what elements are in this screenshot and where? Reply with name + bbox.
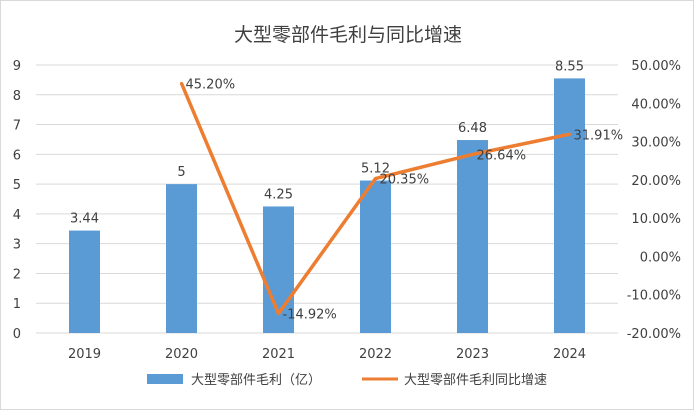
line-data-labels: 45.20% -14.92% 20.35% 26.64% 31.91% [186, 77, 624, 322]
right-tick-label: 10.00% [631, 212, 681, 227]
x-tick-label: 2023 [456, 347, 489, 362]
bar-value-label: 6.48 [458, 121, 487, 136]
x-tick-label: 2019 [68, 347, 101, 362]
right-tick-label: 50.00% [631, 59, 681, 74]
line-point [277, 312, 280, 316]
left-tick-label: 5 [13, 178, 21, 193]
left-axis-ticks: 0 1 2 3 4 5 6 7 8 9 [13, 59, 21, 342]
right-tick-label: 30.00% [631, 136, 681, 151]
bar-value-label: 4.25 [264, 187, 293, 202]
bar-data-labels: 3.44 5 4.25 5.12 6.48 8.55 [70, 59, 584, 226]
bar [166, 184, 197, 333]
left-tick-label: 7 [13, 119, 21, 134]
x-axis-ticks: 2019 2020 2021 2022 2023 2024 [68, 347, 586, 362]
x-tick-label: 2020 [165, 347, 198, 362]
bar-value-label: 3.44 [70, 212, 99, 227]
left-tick-label: 6 [13, 148, 21, 163]
chart-title: 大型零部件毛利与同比增速 [234, 24, 462, 46]
legend-line-label: 大型零部件毛利同比增速 [404, 373, 547, 388]
legend-bar-swatch [147, 374, 183, 384]
right-tick-label: 20.00% [631, 174, 681, 189]
legend-bar-label: 大型零部件毛利（亿） [191, 373, 321, 388]
right-tick-label: 0.00% [640, 250, 681, 265]
gridlines [36, 64, 618, 334]
line-point [180, 81, 183, 85]
left-tick-label: 8 [13, 89, 21, 104]
bar [69, 230, 100, 333]
left-tick-label: 9 [13, 59, 21, 74]
x-tick-label: 2022 [359, 347, 392, 362]
right-tick-label: 40.00% [631, 97, 681, 112]
line-point [471, 152, 474, 156]
bar-value-label: 5.12 [361, 162, 390, 177]
bar-value-label: 8.55 [555, 59, 584, 74]
line-series [179, 81, 571, 316]
left-tick-label: 2 [13, 267, 21, 282]
right-tick-label: -10.00% [627, 289, 681, 304]
line-value-label: -14.92% [283, 308, 337, 323]
bar [360, 180, 391, 333]
bar-series [69, 78, 585, 334]
line-value-label: 45.20% [186, 77, 236, 92]
x-tick-label: 2021 [262, 347, 295, 362]
legend: 大型零部件毛利（亿） 大型零部件毛利同比增速 [147, 373, 547, 388]
right-tick-label: -20.00% [627, 327, 681, 342]
line-value-label: 31.91% [574, 128, 624, 143]
line-point [374, 177, 377, 181]
left-tick-label: 4 [13, 208, 21, 223]
bar-value-label: 5 [177, 165, 185, 180]
x-tick-label: 2024 [553, 347, 586, 362]
left-tick-label: 3 [13, 238, 21, 253]
right-axis-ticks: -20.00% -10.00% 0.00% 10.00% 20.00% 30.00% 40.… [627, 59, 681, 342]
line-point [568, 132, 571, 136]
left-tick-label: 1 [13, 297, 21, 312]
line-value-label: 20.35% [380, 173, 430, 188]
left-tick-label: 0 [13, 327, 21, 342]
bar [457, 140, 488, 333]
line-value-label: 26.64% [477, 148, 527, 163]
bar [554, 78, 585, 334]
